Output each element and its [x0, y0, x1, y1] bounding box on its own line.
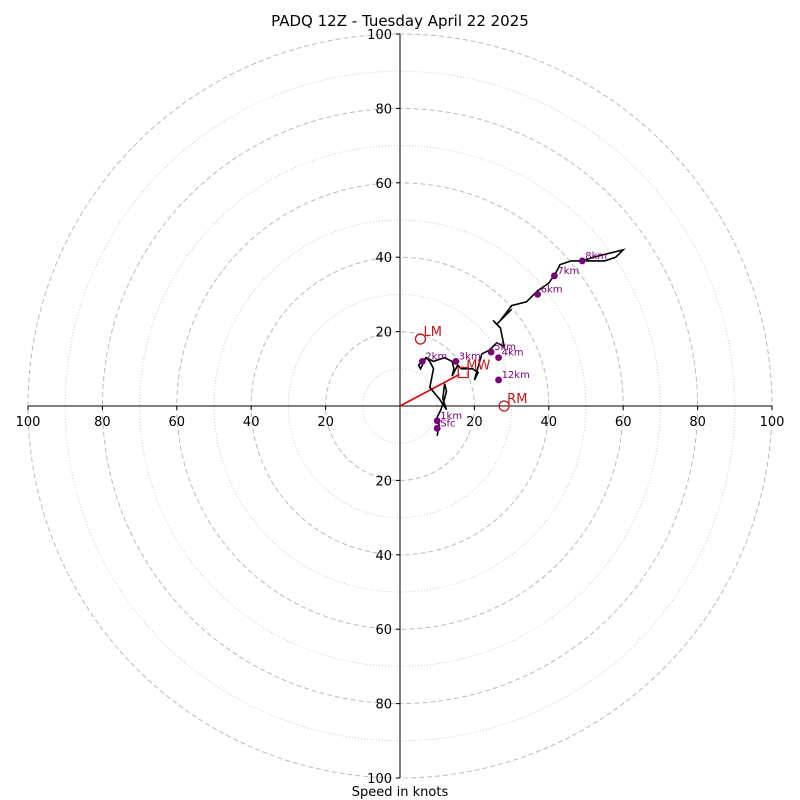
- height-point-marker: [495, 354, 502, 362]
- height-point-marker: [433, 417, 441, 425]
- height-point-label: 6km: [541, 284, 563, 295]
- storm-motion-label: MW: [466, 359, 490, 374]
- y-tick-label: 40: [375, 251, 392, 266]
- y-ticks: 100 80 60 40 20 20 40 60 80 100: [367, 28, 400, 787]
- x-tick-label: 80: [94, 415, 111, 430]
- height-point-label: 1km: [440, 411, 462, 422]
- height-point-marker: [578, 257, 586, 265]
- height-point-label: 5km: [494, 342, 516, 353]
- x-axis-label: Speed in knots: [352, 785, 449, 800]
- height-point-marker: [534, 291, 542, 298]
- height-point-label: 12km: [502, 370, 530, 381]
- storm-motion-marker: [498, 400, 510, 412]
- y-tick-label: 100: [367, 772, 392, 787]
- chart-title: PADQ 12Z - Tuesday April 22 2025: [271, 12, 529, 30]
- storm-motion-label: RM: [507, 392, 527, 407]
- y-tick-label: 80: [375, 698, 392, 713]
- y-tick-label: 60: [375, 623, 392, 638]
- height-point-label: 2km: [425, 351, 447, 362]
- height-point-label: 3km: [459, 351, 481, 362]
- y-tick-label: 80: [375, 102, 392, 117]
- height-point-marker: [487, 348, 495, 356]
- hodograph-trace-layer: [417, 248, 626, 436]
- hodograph-trace: [417, 248, 626, 436]
- x-tick-label: 20: [466, 415, 483, 430]
- shear-vector-layer: [399, 373, 460, 407]
- height-point-label: 8km: [585, 251, 607, 262]
- height-point-label: 4km: [502, 348, 524, 359]
- x-tick-label: 100: [760, 415, 785, 430]
- y-tick-label: 100: [367, 28, 392, 43]
- x-tick-label: 60: [615, 415, 632, 430]
- y-tick-label: 40: [375, 549, 392, 564]
- x-ticks: 100 80 60 40 20 20 40 60 80 100: [16, 406, 785, 430]
- storm-motion-label: LM: [423, 325, 441, 340]
- x-tick-label: 80: [689, 415, 706, 430]
- y-tick-label: 60: [375, 177, 392, 192]
- x-tick-label: 20: [317, 415, 334, 430]
- y-tick-label: 20: [375, 326, 392, 341]
- x-tick-label: 40: [243, 415, 260, 430]
- y-tick-label: 20: [375, 474, 392, 489]
- x-tick-label: 40: [541, 415, 558, 430]
- height-point-marker: [495, 376, 502, 384]
- storm-motions: LM RM MW: [414, 325, 527, 412]
- storm-motion-marker: [414, 333, 427, 345]
- height-point-marker: [418, 357, 426, 365]
- height-point-label: Sfc: [440, 418, 455, 429]
- x-tick-label: 60: [169, 415, 186, 430]
- height-point-label: 7km: [557, 266, 579, 277]
- x-tick-label: 100: [16, 415, 41, 430]
- height-point-marker: [550, 272, 558, 280]
- shear-vector-line: [399, 373, 460, 407]
- height-point-marker: [452, 357, 460, 365]
- mean-wind-marker: [457, 366, 469, 379]
- height-point-marker: [433, 424, 441, 432]
